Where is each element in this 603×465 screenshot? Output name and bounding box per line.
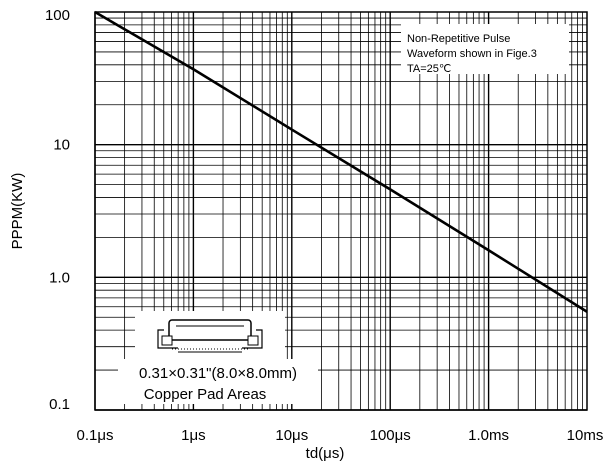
x-axis-label: td(μs) bbox=[306, 445, 345, 462]
x-tick-label: 0.1μs bbox=[77, 427, 114, 444]
y-tick-label: 100 bbox=[45, 7, 70, 24]
package-body bbox=[168, 319, 252, 341]
pad-text-background bbox=[118, 359, 318, 404]
x-tick-label: 10ms bbox=[567, 427, 603, 444]
x-tick-label: 100μs bbox=[370, 427, 411, 444]
right-pad-shape bbox=[242, 329, 263, 349]
right-lead bbox=[247, 335, 259, 346]
note-box: Non-Repetitive Pulse Waveform shown in F… bbox=[401, 24, 569, 75]
note-line-3: TA=25℃ bbox=[407, 63, 451, 75]
x-tick-label: 10μs bbox=[275, 427, 308, 444]
pad-size-text: 0.31×0.31"(8.0×8.0mm) bbox=[139, 365, 297, 382]
y-axis-ticks: 0.1 1.0 10 100 bbox=[45, 7, 70, 413]
x-axis-ticks: 0.1μs 1μs 10μs 100μs 1.0ms 10ms bbox=[77, 427, 603, 444]
x-tick-label: 1μs bbox=[181, 427, 206, 444]
left-lead bbox=[161, 335, 173, 346]
note-line-2: Waveform shown in Fige.3 bbox=[407, 48, 537, 60]
left-pad-shape bbox=[157, 329, 178, 349]
y-tick-label: 10 bbox=[53, 137, 70, 154]
x-tick-label: 1.0ms bbox=[468, 427, 509, 444]
series-layer bbox=[94, 10, 588, 313]
copper-pad-illustration: 0.31×0.31"(8.0×8.0mm) Copper Pad Areas bbox=[118, 311, 318, 404]
note-line-1: Non-Repetitive Pulse bbox=[407, 33, 510, 45]
series-line-0 bbox=[94, 10, 588, 313]
y-axis-label: PPPM(KW) bbox=[9, 173, 26, 250]
pad-caption-text: Copper Pad Areas bbox=[144, 386, 267, 403]
y-tick-label: 1.0 bbox=[49, 269, 70, 286]
pad-drawing bbox=[157, 319, 263, 353]
note-box-background bbox=[401, 24, 569, 74]
y-tick-label: 0.1 bbox=[49, 396, 70, 413]
plot-frame bbox=[94, 11, 588, 411]
